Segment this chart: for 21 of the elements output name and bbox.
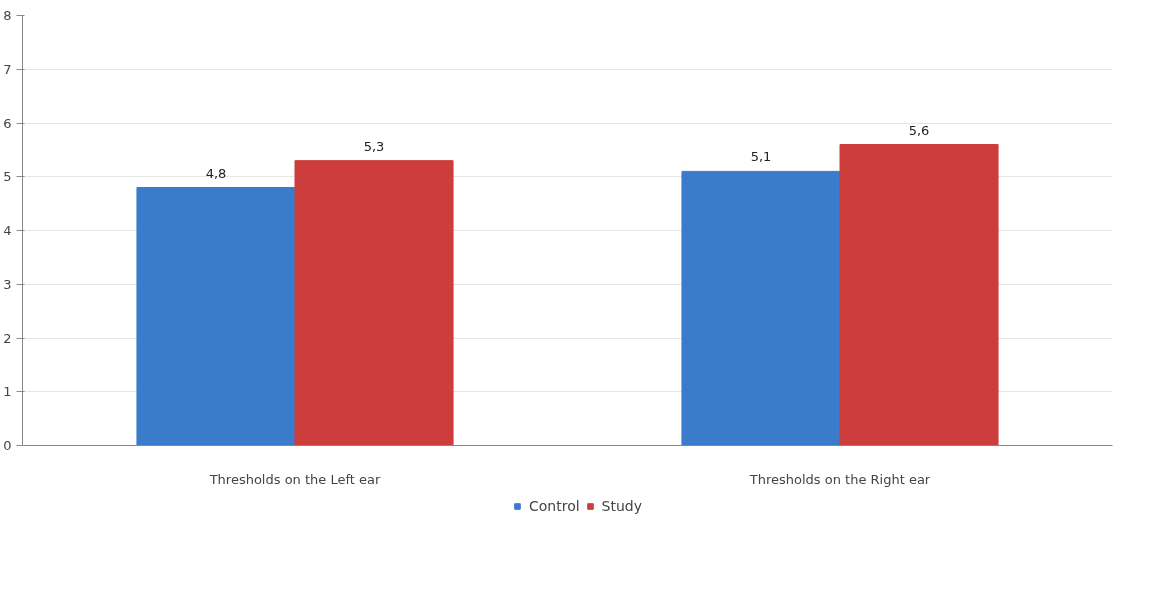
y-tick-label: 5: [3, 169, 12, 185]
bar: [294, 160, 454, 446]
bar: [839, 144, 999, 446]
legend-label: Control: [528, 498, 580, 514]
y-tick-label: 0: [3, 438, 12, 453]
data-label: 5,6: [908, 122, 930, 138]
y-tick-label: 6: [3, 115, 12, 131]
y-tick-label: 2: [3, 330, 12, 346]
bar: [136, 187, 296, 446]
data-label: 4,8: [205, 165, 227, 181]
y-tick-label: 7: [3, 61, 12, 77]
y-tick-label: 8: [3, 8, 12, 23]
data-label: 5,1: [750, 149, 772, 165]
x-tick-label: Thresholds on the Left ear: [208, 471, 381, 487]
y-tick-label: 1: [3, 384, 12, 400]
legend-label: Study: [601, 498, 643, 514]
data-label: 5,3: [363, 138, 385, 154]
x-tick-label: Thresholds on the Right ear: [748, 471, 931, 487]
y-tick-label: 3: [3, 276, 12, 292]
bar: [681, 170, 841, 446]
y-tick-label: 4: [3, 223, 12, 238]
